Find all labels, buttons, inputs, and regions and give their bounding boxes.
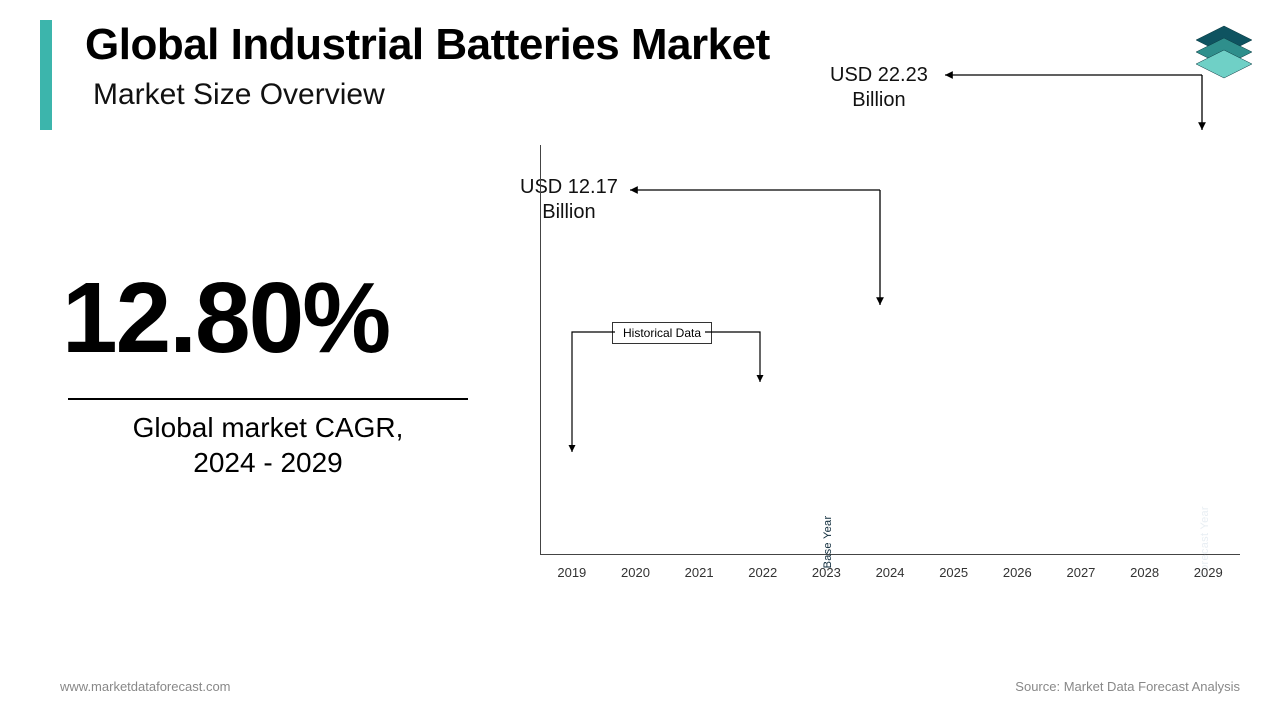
x-label-2029: 2029 — [1176, 559, 1240, 585]
callout-2029: USD 22.23 Billion — [830, 63, 928, 113]
x-label-2022: 2022 — [731, 559, 795, 585]
callout-2029-line2: Billion — [852, 89, 905, 111]
cagr-value: 12.80% — [62, 268, 389, 368]
x-label-2024: 2024 — [858, 559, 922, 585]
cagr-label-line1: Global market CAGR, — [133, 412, 404, 443]
footer-url: www.marketdataforecast.com — [60, 679, 231, 694]
x-label-2025: 2025 — [922, 559, 986, 585]
x-label-2023: 2023 — [795, 559, 859, 585]
footer-source: Source: Market Data Forecast Analysis — [1015, 679, 1240, 694]
x-label-2021: 2021 — [667, 559, 731, 585]
x-label-2028: 2028 — [1113, 559, 1177, 585]
x-label-2020: 2020 — [604, 559, 668, 585]
cagr-label: Global market CAGR, 2024 - 2029 — [68, 410, 468, 480]
market-size-chart: USD 12.17 Billion USD 22.23 Billion Hist… — [540, 145, 1240, 585]
cagr-label-line2: 2024 - 2029 — [193, 447, 342, 478]
x-label-2027: 2027 — [1049, 559, 1113, 585]
header-accent-bar — [40, 20, 52, 130]
chart-x-labels: 2019202020212022202320242025202620272028… — [540, 559, 1240, 585]
page-root: Global Industrial Batteries Market Marke… — [0, 0, 1280, 720]
callout-2029-line1: USD 22.23 — [830, 64, 928, 86]
chart-plot-area: Base YearForecast Year — [540, 145, 1240, 555]
page-subtitle: Market Size Overview — [93, 78, 385, 112]
page-title: Global Industrial Batteries Market — [85, 20, 770, 70]
callout-2029-arrow-icon — [940, 75, 1220, 145]
chart-bars: Base YearForecast Year — [541, 145, 1240, 554]
brand-logo-icon — [1190, 22, 1258, 90]
cagr-divider — [68, 398, 468, 400]
x-label-2019: 2019 — [540, 559, 604, 585]
x-label-2026: 2026 — [985, 559, 1049, 585]
